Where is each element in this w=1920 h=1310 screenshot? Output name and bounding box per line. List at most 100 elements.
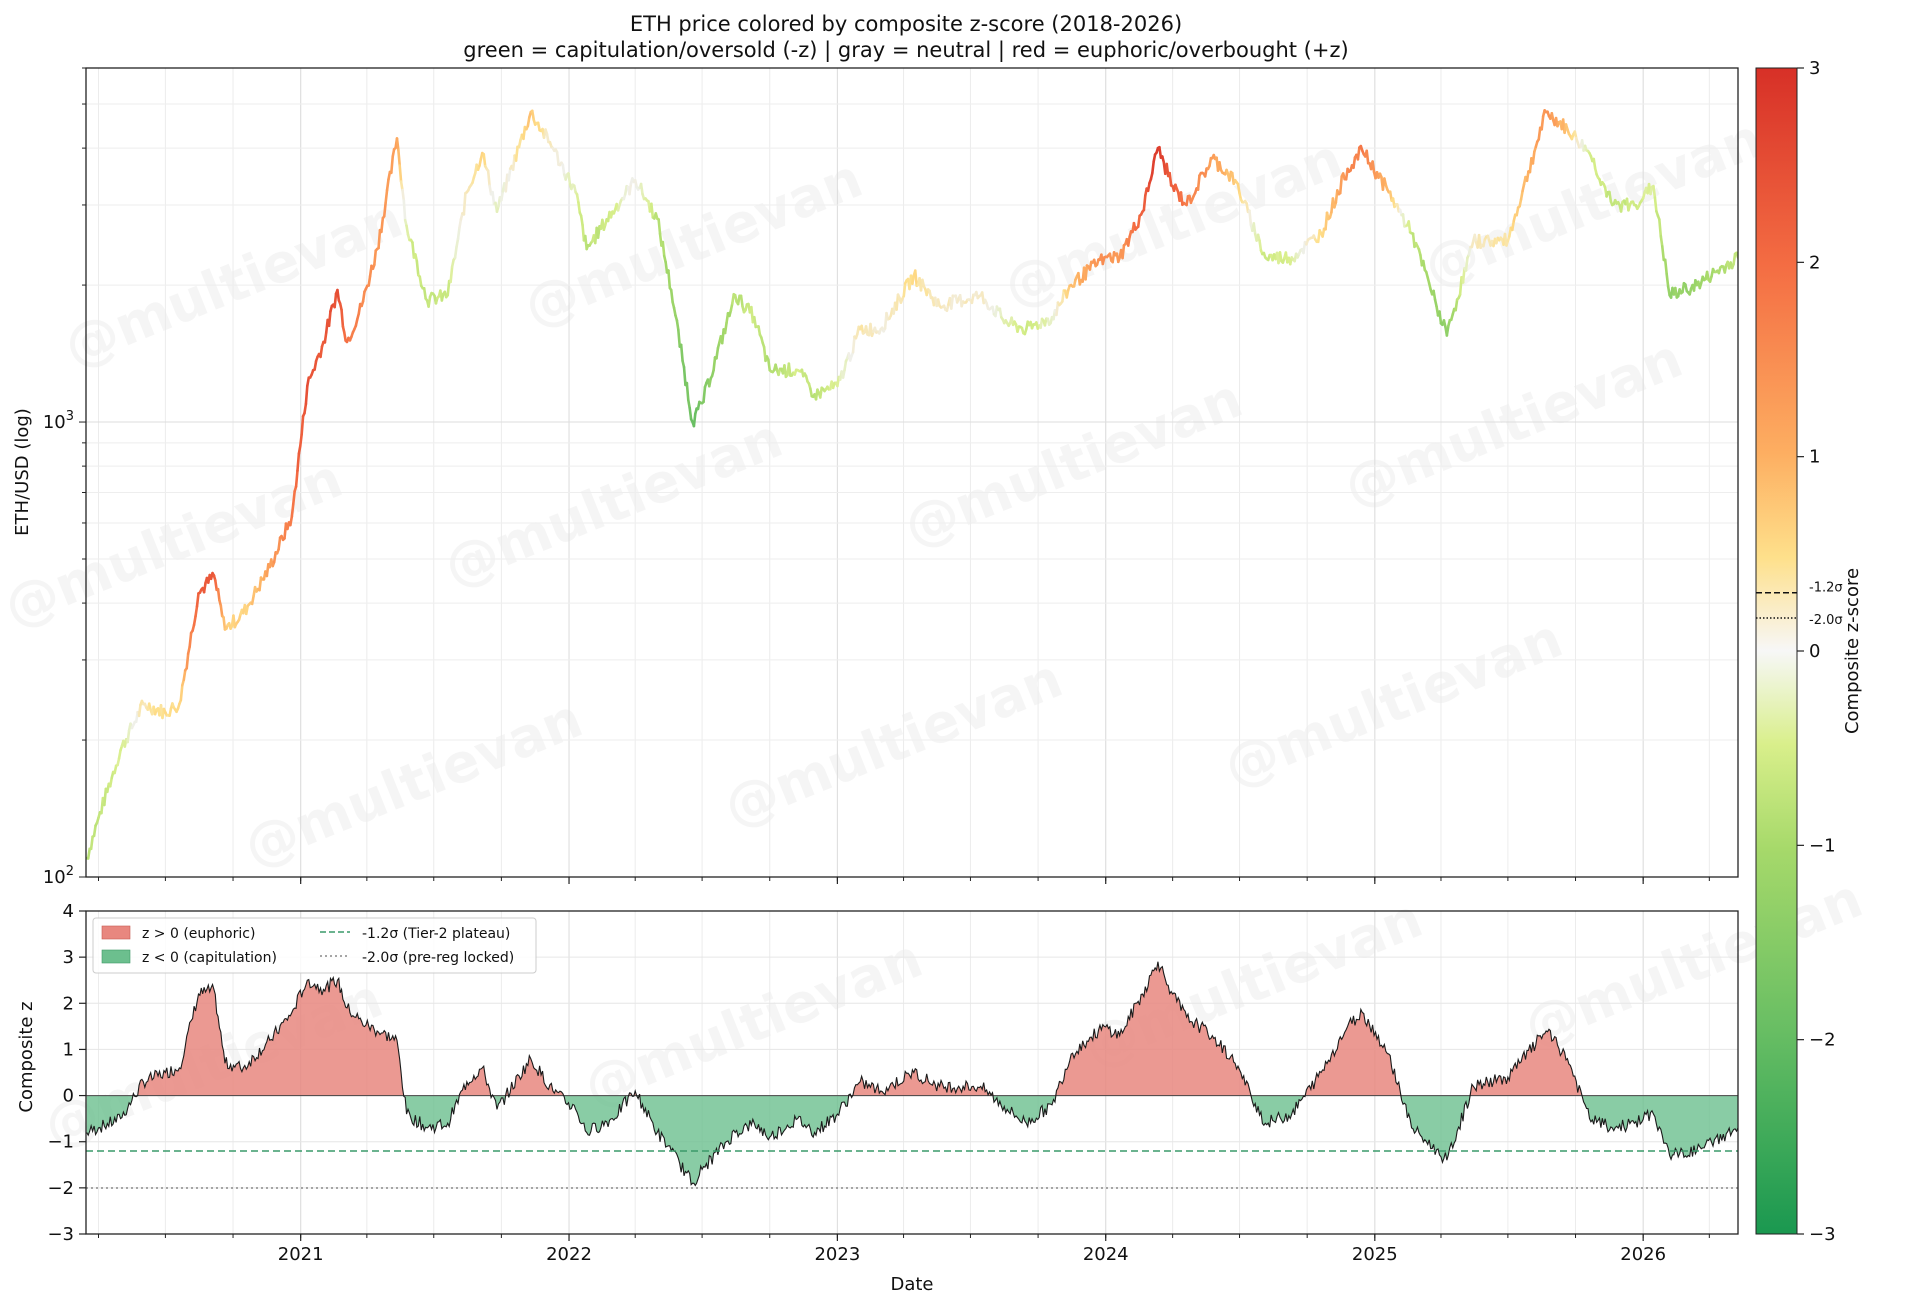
price-segment bbox=[1466, 258, 1467, 271]
price-segment bbox=[1447, 326, 1448, 335]
price-segment bbox=[681, 345, 682, 361]
colorbar-tick-label: −1 bbox=[1809, 835, 1836, 856]
zscore-y-tick-label: 4 bbox=[63, 901, 74, 922]
price-segment bbox=[224, 617, 225, 629]
price-segment bbox=[391, 157, 392, 173]
price-segment bbox=[1340, 176, 1341, 193]
price-segment bbox=[716, 348, 717, 358]
price-segment bbox=[1662, 246, 1663, 260]
zscore-y-tick-label: 3 bbox=[63, 947, 74, 968]
price-segment bbox=[844, 361, 845, 370]
price-segment bbox=[768, 360, 769, 370]
price-segment bbox=[1621, 202, 1622, 211]
legend: z > 0 (euphoric) z < 0 (capitulation) -1… bbox=[93, 918, 536, 973]
price-segment bbox=[1409, 221, 1410, 232]
price-segment bbox=[292, 504, 293, 516]
x-tick-label-2026: 2026 bbox=[1620, 1244, 1666, 1265]
price-segment bbox=[484, 154, 485, 166]
price-segment bbox=[1062, 291, 1063, 302]
zscore-areas bbox=[86, 962, 1738, 1186]
price-y-axis-label: ETH/USD (log) bbox=[12, 408, 33, 536]
price-segment bbox=[190, 633, 191, 647]
colorbar-tick-label: 0 bbox=[1809, 641, 1820, 662]
price-segment bbox=[1734, 254, 1735, 264]
price-segment bbox=[296, 471, 297, 487]
price-segment bbox=[1000, 309, 1001, 318]
watermark-layer: @multievan @multievan @multievan @multievan… bbox=[0, 107, 1871, 1160]
price-segment bbox=[668, 271, 669, 288]
price-segment bbox=[335, 294, 336, 307]
colorbar-tick-label: 3 bbox=[1809, 58, 1820, 79]
price-segment bbox=[424, 288, 425, 298]
price-segment bbox=[218, 589, 219, 600]
price-segment bbox=[306, 386, 307, 404]
price-segment bbox=[1187, 196, 1188, 205]
price-segment bbox=[455, 247, 456, 258]
price-segment bbox=[563, 165, 564, 175]
zscore-y-tick-label: 2 bbox=[63, 993, 74, 1014]
price-segment bbox=[1594, 159, 1595, 168]
price-segment bbox=[381, 218, 382, 232]
price-segment bbox=[91, 837, 92, 849]
price-segment bbox=[629, 184, 630, 195]
price-segment bbox=[1181, 192, 1182, 204]
price-segment bbox=[754, 317, 755, 327]
price-x-ticks bbox=[98, 877, 1709, 884]
price-segment bbox=[293, 491, 294, 504]
price-segment bbox=[1661, 236, 1662, 246]
colorbar bbox=[1756, 68, 1797, 1234]
price-segment bbox=[1423, 261, 1424, 270]
price-segment bbox=[1456, 300, 1457, 311]
price-segment bbox=[297, 454, 298, 471]
price-segment bbox=[1138, 216, 1139, 227]
price-segment bbox=[397, 138, 398, 149]
price-segment bbox=[488, 171, 489, 186]
price-y-tick-label-1000: 103 bbox=[43, 409, 74, 433]
price-segment bbox=[1353, 157, 1354, 167]
price-segment bbox=[1152, 161, 1153, 173]
price-y-tick-label-100: 102 bbox=[43, 864, 74, 888]
price-segment bbox=[641, 184, 642, 194]
watermark-6: @multievan bbox=[895, 367, 1251, 560]
price-segment bbox=[88, 849, 89, 859]
price-segment bbox=[363, 292, 364, 302]
price-segment bbox=[300, 434, 301, 446]
legend-label-euphoric: z > 0 (euphoric) bbox=[142, 926, 255, 942]
price-segment bbox=[1280, 252, 1281, 261]
price-segment bbox=[1440, 312, 1441, 324]
price-segment bbox=[951, 296, 952, 309]
price-segment bbox=[493, 192, 494, 204]
price-segment bbox=[386, 190, 387, 203]
price-segment bbox=[663, 242, 664, 256]
price-segment bbox=[290, 516, 291, 525]
price-segment bbox=[915, 271, 916, 286]
price-segment bbox=[704, 387, 705, 402]
price-segment bbox=[1659, 219, 1660, 236]
price-segment bbox=[302, 416, 303, 434]
price-segment bbox=[451, 267, 452, 282]
price-segment bbox=[714, 357, 715, 370]
price-segment bbox=[1668, 287, 1669, 296]
price-y-ticks: 102 103 bbox=[43, 68, 86, 888]
zscore-y-tick-label: 0 bbox=[63, 1086, 74, 1107]
watermark-9: @multievan bbox=[715, 647, 1071, 840]
price-segment bbox=[694, 414, 695, 426]
price-segment bbox=[1086, 266, 1087, 280]
price-segment bbox=[557, 152, 558, 164]
x-tick-label-2025: 2025 bbox=[1352, 1244, 1398, 1265]
price-segment bbox=[501, 191, 502, 200]
watermark-7: @multievan bbox=[1335, 327, 1691, 520]
price-segment bbox=[1249, 211, 1250, 225]
price-segment bbox=[1123, 245, 1124, 258]
price-segment bbox=[659, 219, 660, 233]
price-segment bbox=[458, 228, 459, 239]
price-segment bbox=[464, 193, 465, 214]
price-segment bbox=[509, 169, 510, 181]
price-segment bbox=[516, 147, 517, 161]
watermark-5: @multievan bbox=[435, 407, 791, 600]
price-segment bbox=[215, 580, 216, 589]
price-segment bbox=[1542, 116, 1543, 129]
